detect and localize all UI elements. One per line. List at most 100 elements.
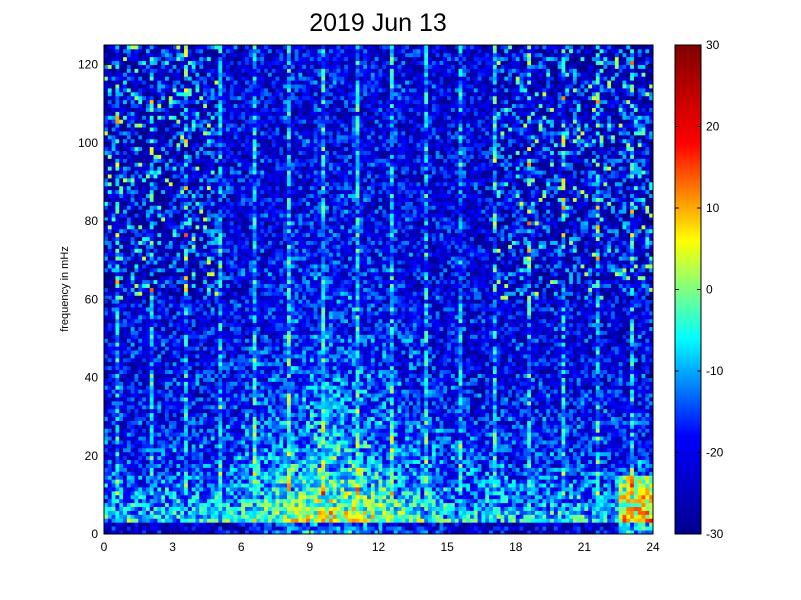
heatmap-cell (130, 252, 135, 257)
heatmap-cell (226, 463, 231, 468)
heatmap-cell (214, 451, 219, 457)
heatmap-cell (180, 115, 185, 120)
heatmap-cell (149, 334, 154, 339)
heatmap-cell (241, 416, 246, 421)
heatmap-cell (180, 338, 185, 343)
heatmap-cell (149, 440, 154, 445)
heatmap-cell (130, 318, 135, 324)
heatmap-cell (126, 119, 132, 124)
heatmap-cell (153, 107, 158, 112)
heatmap-cell (115, 338, 120, 343)
heatmap-cell (199, 107, 204, 112)
heatmap-cell (245, 99, 250, 105)
heatmap-cell (245, 283, 250, 288)
heatmap-cell (165, 174, 170, 179)
heatmap-cell (104, 52, 109, 58)
heatmap-cell (172, 170, 177, 175)
heatmap-cell (199, 530, 204, 535)
heatmap-cell (104, 224, 109, 230)
heatmap-cell (138, 463, 143, 468)
heatmap-cell (104, 479, 109, 484)
heatmap-cell (233, 295, 238, 300)
heatmap-cell (233, 213, 238, 218)
heatmap-cell (184, 428, 189, 433)
heatmap-cell (145, 60, 151, 65)
heatmap-cell (149, 189, 154, 195)
heatmap-cell (214, 52, 219, 58)
heatmap-cell (123, 471, 128, 476)
heatmap-cell (161, 361, 166, 367)
heatmap-cell (195, 134, 200, 140)
heatmap-cell (138, 178, 143, 183)
heatmap-cell (245, 475, 250, 480)
heatmap-cell (142, 146, 147, 152)
heatmap-cell (226, 189, 231, 195)
heatmap-cell (138, 271, 143, 277)
heatmap-cell (210, 217, 215, 222)
heatmap-cell (104, 385, 109, 390)
heatmap-cell (145, 377, 151, 382)
heatmap-cell (115, 181, 120, 187)
heatmap-cell (241, 494, 246, 500)
heatmap-cell (203, 119, 208, 124)
heatmap-cell (241, 181, 246, 187)
heatmap-cell (104, 393, 109, 398)
heatmap-cell (180, 264, 185, 269)
heatmap-cell (248, 432, 254, 437)
heatmap-cell (199, 467, 204, 472)
heatmap-cell (222, 475, 227, 480)
heatmap-cell (157, 99, 162, 105)
heatmap-cell (119, 459, 124, 464)
heatmap-cell (233, 291, 238, 296)
heatmap-cell (226, 95, 231, 101)
heatmap-cell (241, 142, 246, 148)
heatmap-cell (115, 189, 120, 195)
heatmap-cell (111, 311, 116, 316)
heatmap-cell (115, 314, 120, 320)
heatmap-cell (210, 490, 215, 496)
heatmap-cell (218, 412, 223, 418)
heatmap-cell (157, 475, 162, 480)
heatmap-cell (199, 252, 204, 257)
heatmap-cell (176, 424, 181, 429)
heatmap-cell (226, 150, 231, 155)
heatmap-cell (206, 150, 212, 155)
heatmap-cell (134, 52, 139, 58)
heatmap-cell (218, 111, 223, 116)
heatmap-cell (126, 72, 132, 77)
heatmap-cell (111, 455, 116, 461)
heatmap-cell (237, 181, 242, 187)
heatmap-cell (180, 48, 185, 54)
heatmap-cell (218, 314, 223, 320)
heatmap-cell (241, 483, 246, 488)
heatmap-cell (123, 174, 128, 179)
heatmap-cell (161, 444, 166, 449)
heatmap-cell (248, 510, 254, 515)
heatmap-cell (134, 424, 139, 429)
heatmap-cell (161, 56, 166, 62)
heatmap-cell (142, 342, 147, 347)
heatmap-cell (241, 244, 246, 249)
heatmap-cell (203, 154, 208, 159)
heatmap-cell (229, 189, 235, 195)
heatmap-cell (229, 498, 235, 504)
heatmap-cell (218, 455, 223, 461)
heatmap-cell (241, 354, 246, 359)
heatmap-cell (172, 275, 177, 281)
heatmap-cell (142, 142, 147, 148)
heatmap-cell (134, 314, 139, 320)
heatmap-cell (245, 369, 250, 375)
heatmap-cell (153, 451, 158, 457)
heatmap-cell (134, 99, 139, 105)
heatmap-cell (104, 275, 109, 281)
heatmap-cell (149, 416, 154, 421)
heatmap-cell (130, 201, 135, 206)
heatmap-cell (142, 420, 147, 425)
heatmap-cell (241, 307, 246, 312)
heatmap-cell (111, 197, 116, 202)
heatmap-cell (172, 267, 177, 273)
heatmap-cell (168, 506, 174, 511)
heatmap-cell (229, 271, 235, 277)
heatmap-cell (233, 154, 238, 159)
heatmap-cell (187, 377, 193, 382)
